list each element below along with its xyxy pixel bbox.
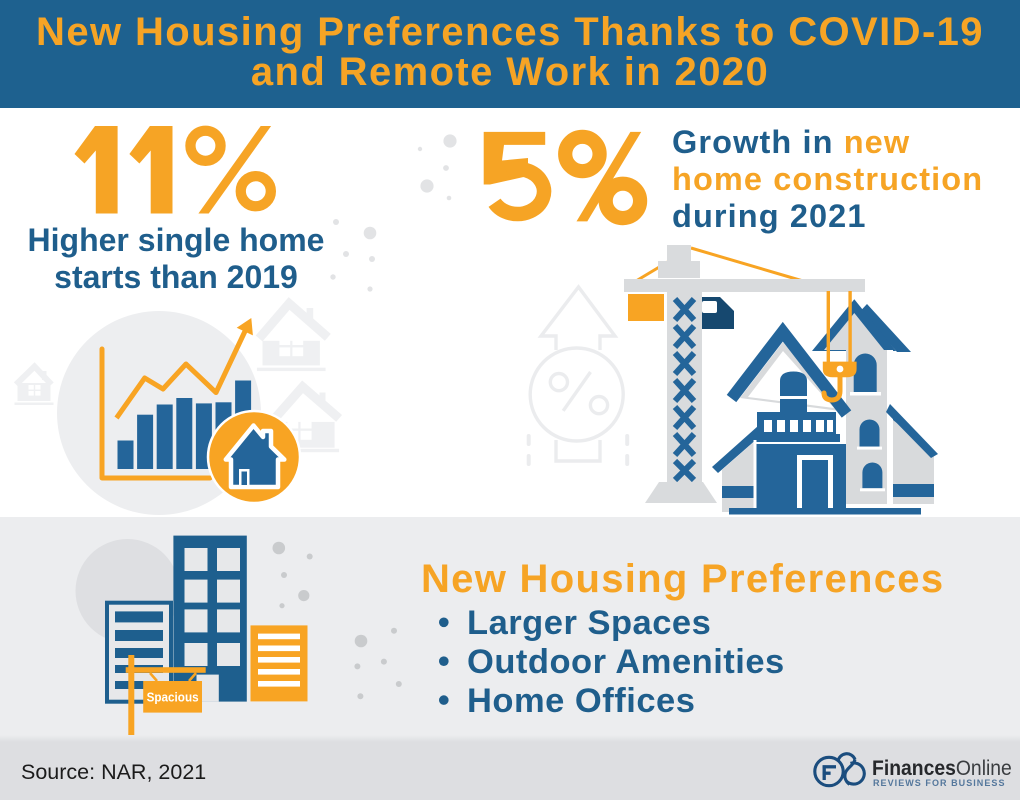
svg-text:Spacious: Spacious [147, 691, 199, 705]
